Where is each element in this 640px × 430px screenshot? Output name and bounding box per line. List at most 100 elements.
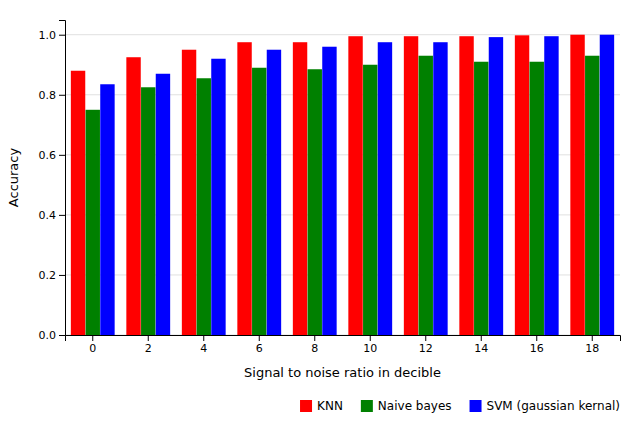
x-axis: 0 2 4 6 8 10 12 14 16 18 — [66, 335, 621, 355]
bar — [459, 36, 473, 335]
y-tick-mark — [59, 95, 65, 96]
x-tick: 8 — [311, 335, 318, 355]
grid — [65, 35, 620, 335]
x-axis-title: Signal to noise ratio in decible — [244, 365, 441, 380]
bar — [544, 36, 558, 335]
bar — [267, 50, 281, 335]
bar — [293, 42, 307, 335]
bar — [515, 35, 529, 335]
x-tick-mark — [259, 335, 260, 341]
x-tick-label: 14 — [474, 342, 488, 355]
x-tick: 2 — [145, 335, 152, 355]
x-tick-label: 18 — [585, 342, 599, 355]
bar — [378, 42, 392, 335]
y-tick-mark — [59, 155, 65, 156]
legend-label: KNN — [317, 399, 343, 413]
bar-series — [71, 35, 585, 335]
plot: 0 2 4 6 8 10 12 14 16 18 0.0 0.2 0.4 0.6 0.8 1.0 — [39, 21, 621, 355]
bar — [308, 69, 322, 335]
bar — [126, 57, 140, 335]
x-tick-label: 8 — [311, 342, 318, 355]
y-tick: 0.8 — [39, 89, 66, 102]
bar — [156, 74, 170, 335]
bar — [585, 56, 599, 335]
x-tick: 14 — [474, 335, 488, 355]
legend-label: Naive bayes — [378, 399, 452, 413]
bar — [86, 110, 100, 335]
legend-swatch — [361, 400, 373, 412]
bar — [433, 42, 447, 335]
bar — [141, 87, 155, 335]
x-tick-mark — [370, 335, 371, 341]
bar — [419, 56, 433, 335]
y-tick-mark — [59, 35, 65, 36]
y-axis-title: Accuracy — [6, 148, 21, 208]
y-tick: 0.0 — [39, 329, 66, 342]
x-tick: 4 — [200, 335, 207, 355]
y-tick: 1.0 — [39, 29, 66, 42]
y-tick: 0.6 — [39, 149, 66, 162]
bar — [489, 37, 503, 335]
bar — [348, 36, 362, 335]
bar — [71, 71, 85, 335]
bar-series — [86, 56, 600, 335]
bar — [570, 35, 584, 335]
y-tick-mark — [59, 215, 65, 216]
x-tick: 10 — [363, 335, 377, 355]
bar — [322, 47, 336, 335]
x-tick: 18 — [585, 335, 599, 355]
y-tick-label: 0.4 — [39, 209, 57, 222]
x-tick-mark — [481, 335, 482, 341]
bar — [530, 62, 544, 335]
x-tick-mark — [92, 335, 93, 341]
bar — [474, 62, 488, 335]
bar — [197, 78, 211, 335]
x-tick-mark — [592, 335, 593, 341]
bar — [182, 50, 196, 335]
x-tick-label: 12 — [419, 342, 433, 355]
legend-swatch — [300, 400, 312, 412]
bar — [600, 35, 614, 335]
legend-item: SVM (gaussian kernal) — [470, 399, 620, 413]
bar-series — [100, 35, 614, 335]
chart: 0 2 4 6 8 10 12 14 16 18 0.0 0.2 0.4 0.6 0.8 1.0 Signal … — [0, 0, 640, 430]
legend: KNN Naive bayes SVM (gaussian kernal) — [300, 399, 620, 413]
bars — [71, 35, 614, 335]
x-tick-mark — [203, 335, 204, 341]
y-tick-label: 0.2 — [39, 269, 57, 282]
x-tick-mark — [536, 335, 537, 341]
x-tick: 12 — [419, 335, 433, 355]
x-tick-label: 0 — [89, 342, 96, 355]
bar — [100, 84, 114, 335]
legend-label: SVM (gaussian kernal) — [487, 399, 620, 413]
x-tick-mark — [148, 335, 149, 341]
y-axis: 0.0 0.2 0.4 0.6 0.8 1.0 — [39, 21, 66, 343]
bar — [237, 42, 251, 335]
y-tick-mark — [59, 275, 65, 276]
grid-line — [65, 34, 620, 35]
x-tick-mark — [425, 335, 426, 341]
y-tick-label: 0.8 — [39, 89, 57, 102]
x-tick-label: 6 — [256, 342, 263, 355]
y-tick: 0.4 — [39, 209, 66, 222]
x-tick-mark — [314, 335, 315, 341]
bar — [363, 65, 377, 335]
x-tick: 0 — [89, 335, 96, 355]
y-tick-mark — [59, 335, 65, 336]
x-tick-label: 2 — [145, 342, 152, 355]
y-tick-label: 0.6 — [39, 149, 57, 162]
x-tick-label: 10 — [363, 342, 377, 355]
x-tick: 6 — [256, 335, 263, 355]
y-tick-label: 0.0 — [39, 329, 57, 342]
x-tick: 16 — [530, 335, 544, 355]
y-axis-line — [59, 21, 66, 336]
legend-item: Naive bayes — [361, 399, 452, 413]
y-tick-label: 1.0 — [39, 29, 57, 42]
bar — [211, 59, 225, 335]
y-tick: 0.2 — [39, 269, 66, 282]
x-tick-label: 4 — [200, 342, 207, 355]
x-tick-label: 16 — [530, 342, 544, 355]
x-axis-line — [66, 336, 621, 342]
bar — [252, 68, 266, 335]
legend-item: KNN — [300, 399, 343, 413]
